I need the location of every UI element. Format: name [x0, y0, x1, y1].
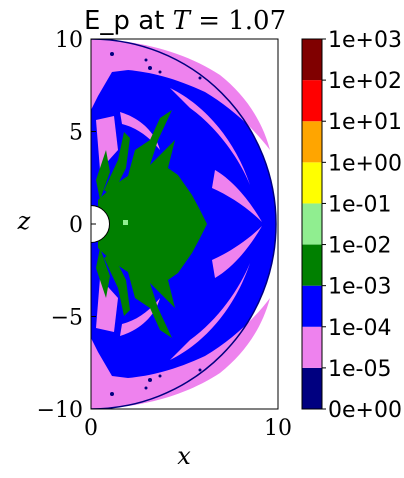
- y-tick-label: 10: [55, 28, 83, 53]
- field-level-1e-03: [98, 110, 207, 338]
- colorbar-tick-label: 1e+03: [328, 28, 402, 53]
- colorbar-segment: [302, 39, 322, 81]
- field-level-1e-05-stripe: [212, 170, 262, 222]
- chart-title-prefix: E_p at: [84, 6, 173, 36]
- y-axis-label: z: [17, 207, 31, 235]
- field-level-1e-05-bottom: [91, 298, 270, 409]
- x-axis-ticks: 0 10: [84, 404, 292, 441]
- field-level-1e-03-ray: [104, 252, 130, 316]
- colorbar-segment: [302, 326, 322, 368]
- field-level-1e-05-stripe: [96, 116, 118, 170]
- colorbar-tick-label: 0e+00: [328, 398, 402, 423]
- colorbar-tick-label: 1e-05: [328, 357, 391, 382]
- colorbar-segment: [302, 121, 322, 163]
- x-tick-label: 0: [84, 416, 98, 441]
- plot-field: [91, 39, 277, 409]
- chart-title-rest: = 1.07: [190, 6, 286, 36]
- colorbar-segment: [302, 285, 322, 327]
- field-level-1e-03-ray: [104, 132, 130, 196]
- field-level-0e+00: [110, 52, 202, 396]
- chart-title: E_p at T = 1.07: [84, 6, 286, 36]
- field-level-1e-05-stripe: [120, 298, 160, 336]
- colorbar-tick-label: 1e+00: [328, 151, 402, 176]
- y-tick-label: −5: [51, 306, 83, 331]
- inner-boundary: [91, 204, 110, 244]
- y-tick-label: −10: [37, 398, 83, 423]
- colorbar: 0e+00 1e-05 1e-04 1e-03 1e-02 1e-01 1e+00 1e+01…: [301, 28, 402, 423]
- x-axis-label: x: [177, 442, 191, 470]
- colorbar-tick-label: 1e-01: [328, 192, 391, 217]
- x-tick-label: 10: [264, 416, 292, 441]
- y-tick-label: 5: [69, 121, 83, 146]
- colorbar-tick-label: 1e+01: [328, 110, 402, 135]
- colorbar-tick-label: 1e-03: [328, 275, 391, 300]
- y-axis-ticks: 10 5 0 −5 −10: [37, 28, 96, 423]
- field-level-1e-05-stripe: [212, 226, 262, 278]
- colorbar-segment: [302, 80, 322, 122]
- colorbar-frame: [301, 38, 323, 410]
- colorbar-tick-label: 1e-02: [328, 234, 391, 259]
- field-level-1e-05-top: [91, 39, 270, 150]
- field-level-1e-05-stripe: [120, 112, 160, 150]
- field-level-1e-02: [123, 220, 128, 225]
- y-tick-label: 0: [69, 213, 83, 238]
- colorbar-segment: [302, 367, 322, 409]
- chart-title-var: T: [173, 6, 192, 36]
- colorbar-tick-label: 1e+02: [328, 69, 402, 94]
- colorbar-segment: [302, 203, 322, 245]
- colorbar-tick-label: 1e-04: [328, 316, 391, 341]
- colorbar-segment: [302, 244, 322, 286]
- field-level-1e-03-ray: [96, 150, 110, 200]
- field-level-1e-03-ray: [96, 248, 110, 298]
- outer-boundary: [91, 39, 277, 409]
- field-level-1e-05-stripe: [96, 278, 118, 332]
- colorbar-segment: [302, 162, 322, 204]
